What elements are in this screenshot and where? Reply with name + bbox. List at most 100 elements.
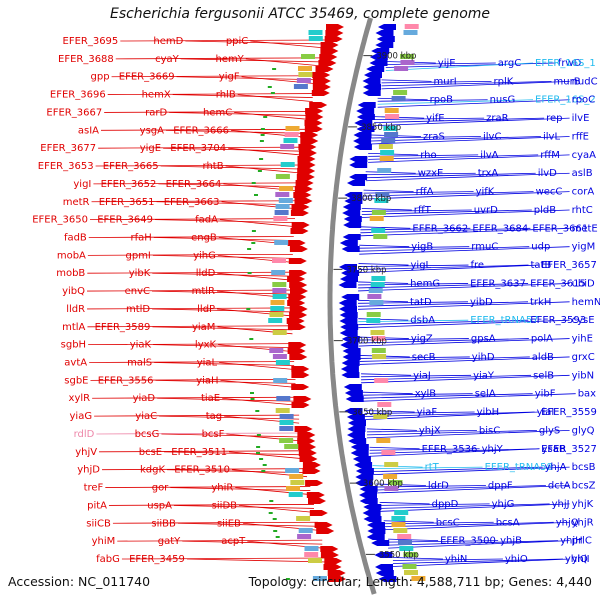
leader-line xyxy=(358,319,529,326)
leader-line xyxy=(115,57,321,60)
leader-line xyxy=(228,147,304,156)
forward-gene xyxy=(286,318,305,324)
leader-line xyxy=(219,362,295,370)
gene-label: metE xyxy=(572,223,598,234)
leader-line xyxy=(368,154,539,160)
reverse-gene xyxy=(355,468,374,474)
reverse-gene xyxy=(363,84,381,90)
forward-gene xyxy=(299,456,318,462)
leader-line xyxy=(94,414,300,417)
kbp-tick-label: 3850 kbp xyxy=(361,123,401,133)
gene-label: EFER_3695 xyxy=(63,36,119,47)
gene-label: rffT xyxy=(414,205,432,216)
leader-line xyxy=(392,557,443,560)
leader-line xyxy=(379,503,490,506)
cog-block xyxy=(275,204,290,209)
gene-label: yhjQ xyxy=(556,517,579,528)
gene-label: EFER_3559 xyxy=(541,407,597,418)
gene-label: EFER_3511 xyxy=(171,447,227,458)
topology-label: Topology: circular; Length: 4,588,711 bp… xyxy=(248,574,592,589)
reverse-gene xyxy=(343,222,362,228)
cog-block xyxy=(366,312,381,317)
gene-label: wecC xyxy=(536,187,563,198)
leader-line xyxy=(370,136,570,145)
gene-label: sgbH xyxy=(61,340,86,351)
leader-line xyxy=(159,415,300,420)
gene-label: yihG xyxy=(193,250,216,261)
leader-line xyxy=(93,182,299,185)
leader-line xyxy=(379,503,550,509)
kbp-tick-label: 3900 kbp xyxy=(376,52,416,62)
cog-block xyxy=(273,216,288,221)
forward-gene xyxy=(287,240,306,246)
gene-label: yhjB xyxy=(500,536,522,547)
leader-line xyxy=(383,520,434,523)
leader-lines xyxy=(87,39,576,567)
gene-label: gatY xyxy=(158,536,181,547)
gene-label: cyaA xyxy=(572,150,597,161)
reverse-gene xyxy=(355,474,374,480)
gene-label: EFER_3665 xyxy=(103,161,159,172)
cog-block xyxy=(400,60,415,65)
cog-block xyxy=(397,534,412,539)
forward-gene xyxy=(297,432,316,438)
leader-line xyxy=(121,557,327,560)
gene-label: EFER_16S_2 xyxy=(535,95,596,106)
leader-line xyxy=(388,538,439,542)
leader-line xyxy=(361,374,532,381)
cog-block xyxy=(384,132,399,137)
gene-label: rep xyxy=(546,113,562,124)
gene-label: yiaH xyxy=(196,375,218,386)
forward-gene xyxy=(287,300,306,306)
leader-line xyxy=(172,94,313,98)
gene-label: asIA xyxy=(78,125,99,136)
cog-block xyxy=(384,486,399,491)
cog-block xyxy=(271,270,286,275)
gene-label: hemN xyxy=(572,297,600,308)
forward-gene xyxy=(312,72,331,78)
gene-label: gpsA xyxy=(471,334,496,345)
cog-block xyxy=(394,510,409,515)
forward-gene xyxy=(297,162,316,168)
reverse-gene xyxy=(369,54,388,60)
reverse-gene xyxy=(375,42,394,48)
leader-line xyxy=(358,264,469,267)
leader-line xyxy=(388,540,570,549)
gene-label: malS xyxy=(127,358,152,369)
leader-line xyxy=(381,79,432,82)
leader-line xyxy=(369,446,420,450)
forward-gene xyxy=(293,192,312,198)
leader-line xyxy=(359,246,530,252)
gene-label: yihE xyxy=(572,334,593,345)
leader-line xyxy=(375,485,546,491)
leader-line xyxy=(152,272,293,277)
cog-block xyxy=(308,36,323,41)
forward-gene xyxy=(289,282,308,288)
gene-label: murI xyxy=(434,76,457,87)
leader-line xyxy=(165,129,306,134)
leader-line xyxy=(92,396,298,399)
gene-label: EFER_tRNA58 xyxy=(485,462,553,473)
gene-label: dppF xyxy=(488,481,513,492)
cog-block xyxy=(275,408,290,413)
leader-line xyxy=(385,62,534,71)
reverse-gene xyxy=(343,384,362,390)
gene-label: yigB xyxy=(411,242,433,253)
gene-label: frwD xyxy=(558,58,582,69)
gene-label: dctA xyxy=(548,481,571,492)
reverse-gene xyxy=(363,516,382,522)
cog-block xyxy=(366,318,381,323)
gene-label: EFER_3666 xyxy=(173,125,229,136)
leader-line xyxy=(374,117,485,121)
leader-line xyxy=(358,318,409,321)
leader-line xyxy=(363,191,534,197)
gene-label: uvrD xyxy=(474,205,498,216)
gene-label: EFER_3527 xyxy=(541,444,597,455)
leader-line xyxy=(363,191,570,200)
gc-marker xyxy=(246,308,251,310)
leader-line xyxy=(358,338,529,344)
kbp-tick-label: 3800 kbp xyxy=(351,194,391,204)
leader-line xyxy=(372,466,543,473)
leader-line xyxy=(177,522,318,527)
leader-line xyxy=(95,164,301,167)
